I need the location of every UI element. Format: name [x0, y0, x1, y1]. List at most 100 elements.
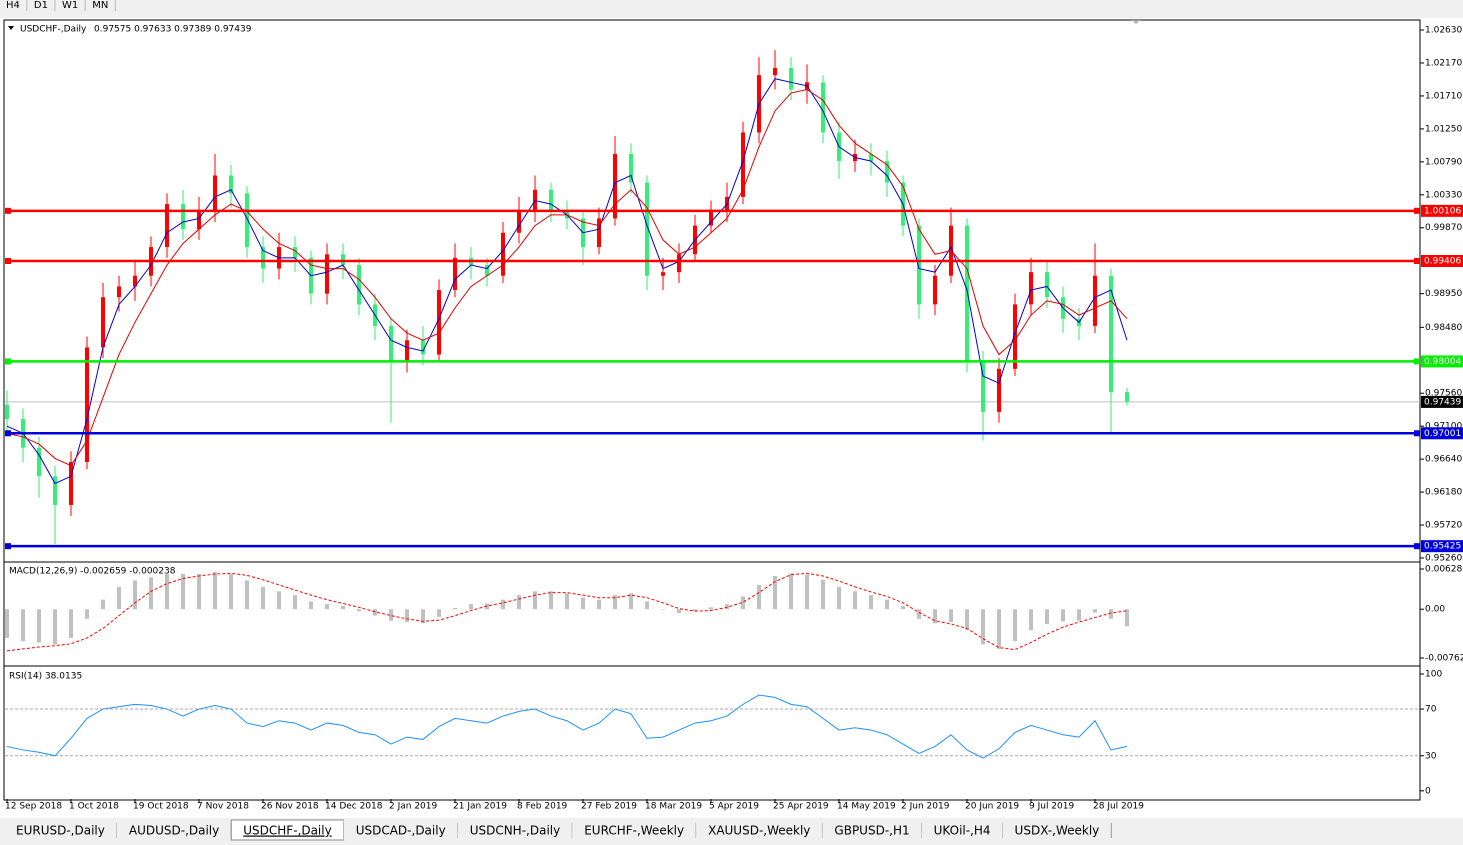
macd-histogram-bar [501, 599, 505, 610]
y-tick-label: 1.01710 [1425, 91, 1462, 101]
tab-background [822, 820, 922, 840]
y-tick-label: 1.01250 [1425, 124, 1462, 134]
x-tick-label: 20 Jun 2019 [965, 802, 1019, 812]
moving-average [6, 88, 1128, 467]
timeframe-button[interactable]: D1 [34, 0, 48, 11]
tab-background [921, 820, 1003, 840]
dropdown-icon [8, 26, 14, 30]
tab-background [1002, 820, 1112, 840]
macd-histogram-bar [357, 609, 361, 612]
macd-histogram-bar [1013, 609, 1017, 642]
symbol-tab[interactable]: USDCAD-,Daily [356, 824, 446, 838]
level-handle [5, 257, 11, 264]
symbol-tab[interactable]: EURCHF-,Weekly [584, 824, 684, 838]
candle-body [453, 257, 457, 291]
symbol-tab[interactable]: UKOil-,H4 [934, 824, 991, 838]
y-tick-label: 0 [1425, 786, 1431, 796]
macd-histogram-bar [757, 584, 761, 610]
symbol-tab[interactable]: XAUUSD-,Weekly [708, 824, 810, 838]
x-tick-label: 25 Apr 2019 [773, 802, 829, 812]
level-label: 0.99406 [1424, 256, 1461, 266]
symbol-tab[interactable]: EURUSD-,Daily [16, 824, 105, 838]
macd-histogram-bar [549, 591, 553, 610]
y-tick-label: 0.00 [1425, 605, 1445, 615]
candle-body [1029, 272, 1033, 305]
macd-histogram-bar [197, 574, 201, 610]
tab-background [572, 820, 697, 840]
macd-title: MACD(12,26,9) -0.002659 -0.000238 [9, 567, 176, 577]
macd-histogram-bar [981, 609, 985, 645]
y-tick-label: 0.006286 [1425, 564, 1463, 574]
candle-body [1045, 272, 1049, 298]
macd-histogram-bar [741, 596, 745, 610]
chart-frame [3, 19, 1421, 801]
candle-body [629, 153, 633, 183]
x-tick-label: 27 Feb 2019 [581, 802, 637, 812]
candle-body [1093, 275, 1097, 326]
shift-marker [1132, 20, 1140, 24]
x-tick-label: 14 May 2019 [837, 802, 896, 812]
candle-body [261, 247, 265, 269]
level-handle [5, 543, 11, 550]
symbol-tab[interactable]: USDX-,Weekly [1015, 824, 1100, 838]
macd-histogram-bar [229, 574, 233, 610]
timeframe-button[interactable]: W1 [62, 0, 78, 11]
macd-histogram-bar [421, 609, 425, 624]
macd-histogram-bar [1045, 609, 1049, 624]
symbol-tab[interactable]: AUDUSD-,Daily [129, 824, 219, 838]
candle-body [53, 476, 57, 505]
macd-histogram-bar [885, 599, 889, 610]
x-tick-label: 1 Oct 2018 [69, 802, 119, 812]
candle-body [885, 161, 889, 183]
candle-body [789, 67, 793, 90]
macd-histogram-bar [533, 591, 537, 610]
macd-histogram-bar [245, 580, 249, 610]
y-tick-label: 0.98480 [1425, 323, 1462, 333]
symbol-tab[interactable]: GBPUSD-,H1 [834, 824, 909, 838]
y-tick-label: 0.98950 [1425, 289, 1462, 299]
current-price-label: 0.97439 [1424, 397, 1461, 407]
x-tick-label: 21 Jan 2019 [453, 802, 507, 812]
candle-body [213, 175, 217, 212]
candle-body [5, 404, 9, 420]
timeframe-button[interactable]: MN [92, 0, 108, 11]
y-tick-label: 1.02630 [1425, 26, 1462, 36]
y-tick-label: 0.95720 [1425, 521, 1462, 531]
macd-histogram-bar [85, 609, 89, 619]
x-tick-label: 26 Nov 2018 [261, 802, 319, 812]
level-handle [5, 430, 11, 437]
level-label: 0.97001 [1424, 429, 1461, 439]
candle-body [709, 211, 713, 226]
rsi-title: RSI(14) 38.0135 [9, 672, 82, 682]
tab-background [116, 820, 232, 840]
macd-histogram-bar [1125, 609, 1129, 627]
candle-body [405, 340, 409, 362]
candle-body [85, 347, 89, 462]
y-tick-label: 1.00790 [1425, 157, 1462, 167]
macd-histogram-bar [277, 591, 281, 610]
macd-histogram-bar [693, 609, 697, 612]
level-handle [1414, 543, 1420, 550]
macd-histogram-bar [725, 604, 729, 610]
candle-body [181, 204, 185, 230]
macd-histogram-bar [5, 609, 9, 639]
level-label-box [1421, 254, 1463, 267]
macd-histogram-bar [677, 609, 681, 614]
timeframe-button[interactable]: H4 [6, 0, 20, 11]
y-tick-label: 100 [1425, 670, 1442, 680]
y-tick-label: 0.97560 [1425, 389, 1462, 399]
y-tick-label: -0.00762 [1425, 653, 1463, 663]
level-handle [1414, 257, 1420, 264]
level-label-box [1421, 540, 1463, 553]
macd-histogram-bar [53, 609, 57, 645]
macd-histogram-bar [117, 586, 121, 610]
x-tick-label: 5 Apr 2019 [709, 802, 759, 812]
candle-body [37, 447, 41, 477]
symbol-tab[interactable]: USDCNH-,Daily [470, 824, 561, 838]
symbol-tab[interactable]: USDCHF-,Daily [243, 824, 331, 838]
macd-histogram-bar [453, 607, 457, 610]
candle-body [1125, 392, 1129, 402]
macd-histogram-bar [469, 604, 473, 610]
macd-histogram-bar [661, 609, 665, 610]
